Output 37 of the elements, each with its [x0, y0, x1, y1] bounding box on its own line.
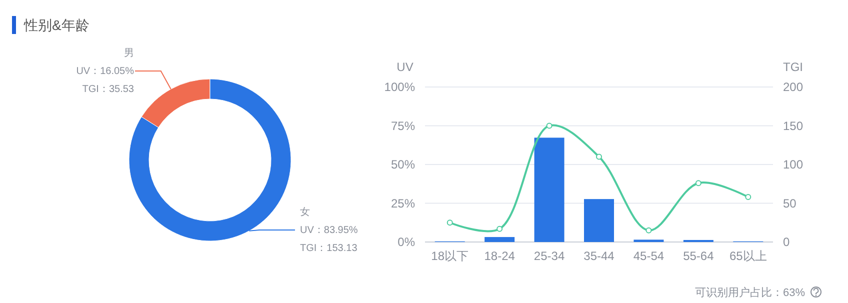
bar — [584, 199, 614, 242]
bar — [484, 237, 515, 242]
y2-axis-title: TGI — [783, 60, 803, 74]
y-tick-label: 100% — [384, 80, 416, 94]
x-tick-label: 55-64 — [683, 249, 714, 263]
x-tick-label: 18以下 — [431, 249, 469, 263]
y2-tick-label: 200 — [783, 80, 804, 94]
x-tick-label: 35-44 — [584, 249, 615, 263]
text: 可识别用户占比：63% — [694, 286, 806, 299]
point — [646, 227, 652, 234]
y2-tick-label: 50 — [783, 196, 797, 210]
point — [546, 122, 552, 129]
text: TGI：35.53 — [82, 84, 134, 95]
slice-label: 女 — [300, 206, 310, 218]
slice-label: 男 — [124, 48, 134, 59]
bar — [534, 138, 564, 242]
y2-tick-label: 150 — [783, 118, 804, 133]
y-tick-label: 0% — [398, 235, 416, 249]
y-axis-title: UV — [396, 60, 414, 74]
x-tick-label: 18-24 — [484, 249, 516, 263]
x-tick-label: 25-34 — [534, 249, 565, 263]
y2-tick-label: 100 — [783, 158, 804, 172]
y-tick-label: 25% — [390, 196, 416, 210]
point — [596, 154, 602, 160]
data-label: UV：83.95% — [300, 225, 358, 236]
point — [446, 220, 453, 226]
y-tick-label: 50% — [390, 158, 416, 172]
chart-title: 性别&年龄 — [23, 17, 90, 33]
y2-tick-label: 0 — [783, 235, 790, 249]
y-tick-label: 75% — [390, 118, 416, 133]
point — [745, 194, 752, 200]
x-tick-label: 65以上 — [729, 249, 767, 263]
point — [496, 226, 503, 232]
text: TGI：153.13 — [300, 243, 358, 254]
data-label: UV：16.05% — [76, 66, 134, 77]
x-tick-label: 45-54 — [633, 249, 664, 263]
point — [695, 180, 702, 186]
